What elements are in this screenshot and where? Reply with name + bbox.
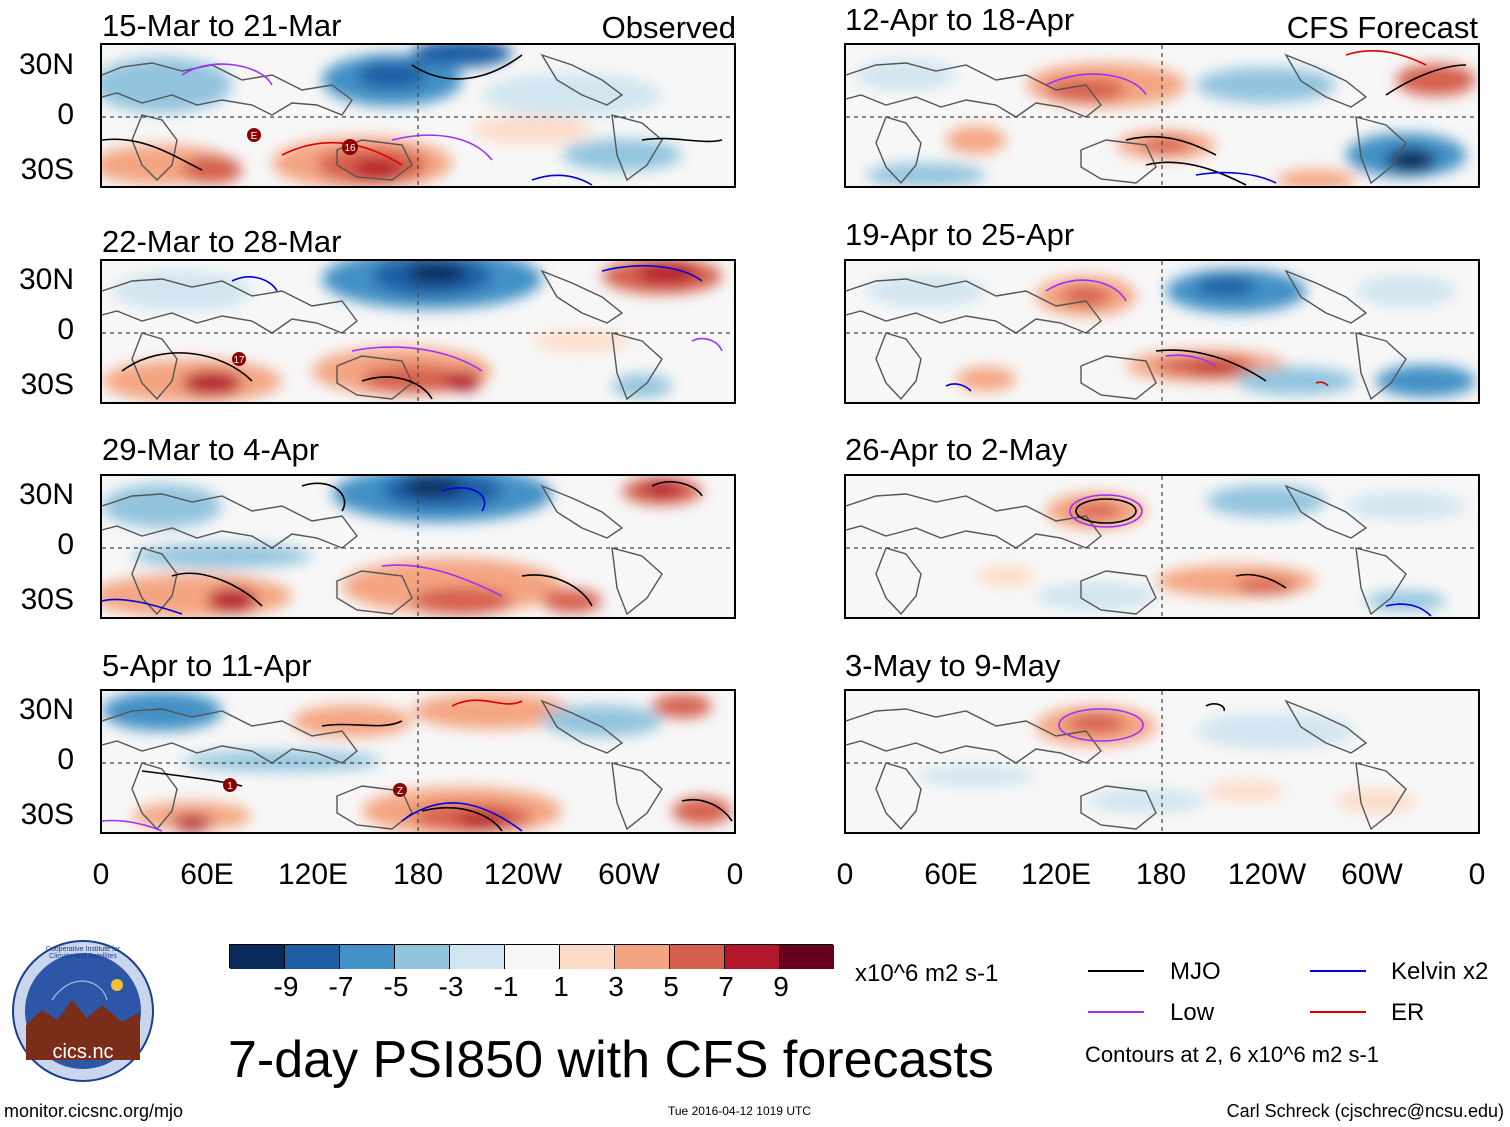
map-panel-obs-4: 1 Z <box>100 689 736 834</box>
svg-text:17: 17 <box>233 355 245 366</box>
panel-title-fcst-2: 19-Apr to 25-Apr <box>845 217 1075 252</box>
y-label-30n: 30N <box>18 478 74 511</box>
main-title: 7-day PSI850 with CFS forecasts <box>228 1031 994 1089</box>
map-panel-obs-1: E 16 <box>100 43 736 188</box>
svg-text:Z: Z <box>397 786 403 797</box>
colorbar-cell <box>505 945 560 969</box>
x-label-0: 0 <box>726 858 744 891</box>
x-label-180: 180 <box>1135 858 1187 891</box>
colorbar-tick: -7 <box>328 971 354 1002</box>
contours-note: Contours at 2, 6 x10^6 m2 s-1 <box>1085 1042 1380 1067</box>
y-label-30s: 30S <box>20 798 74 831</box>
colorbar-cell <box>780 945 834 969</box>
panel-title-obs-4: 5-Apr to 11-Apr <box>102 648 312 683</box>
y-label-30s: 30S <box>20 368 74 401</box>
map-panel-obs-3 <box>100 474 736 619</box>
map-panel-fcst-1 <box>844 43 1480 188</box>
panel-title-obs-3: 29-Mar to 4-Apr <box>102 432 320 467</box>
x-label-180: 180 <box>392 858 444 891</box>
colorbar: -9 -7 -5 -3 -1 1 3 5 7 9 <box>229 944 834 1004</box>
map-panel-obs-2: 17 <box>100 259 736 404</box>
colorbar-strip <box>229 944 834 969</box>
storm-marker: 16 <box>342 139 358 155</box>
x-label-120e: 120E <box>1020 858 1092 891</box>
colorbar-cell <box>670 945 725 969</box>
legend-label-er: ER <box>1391 999 1425 1026</box>
legend-line-kelvin <box>1310 970 1366 972</box>
svg-text:16: 16 <box>344 143 356 154</box>
storm-marker: 17 <box>232 352 246 366</box>
svg-text:E: E <box>251 131 258 142</box>
storm-marker: 1 <box>223 778 237 792</box>
colorbar-tick: -3 <box>438 971 464 1002</box>
y-label-eq: 0 <box>57 528 74 561</box>
colorbar-tick: 7 <box>718 971 734 1002</box>
forecast-label: CFS Forecast <box>1286 10 1478 45</box>
x-label-60e: 60E <box>180 858 234 891</box>
colorbar-tick: 5 <box>663 971 679 1002</box>
colorbar-cell <box>395 945 450 969</box>
timestamp: Tue 2016-04-12 1019 UTC <box>668 1104 811 1118</box>
y-label-eq: 0 <box>57 313 74 346</box>
website-link[interactable]: monitor.cicsnc.org/mjo <box>4 1101 184 1121</box>
legend-line-low <box>1088 1011 1144 1013</box>
legend-line-er <box>1310 1011 1366 1013</box>
colorbar-cell <box>450 945 505 969</box>
y-label-eq: 0 <box>57 743 74 776</box>
x-label-0: 0 <box>1468 858 1486 891</box>
author-credit: Carl Schreck (cjschrec@ncsu.edu) <box>1226 1101 1504 1121</box>
legend-label-low: Low <box>1170 999 1215 1026</box>
cics-logo: cics.nc Cooperative Institute for Climat… <box>12 940 154 1082</box>
legend-line-mjo <box>1088 970 1144 972</box>
storm-marker: Z <box>393 783 407 797</box>
logo-ring-text: Cooperative Institute for Climate and Sa… <box>45 946 121 961</box>
colorbar-tick: 1 <box>553 971 569 1002</box>
x-label-120w: 120W <box>1227 858 1307 891</box>
observed-label: Observed <box>601 10 736 45</box>
colorbar-cell <box>340 945 395 969</box>
colorbar-cell <box>230 945 285 969</box>
colorbar-tick: 3 <box>608 971 624 1002</box>
colorbar-tick: -1 <box>493 971 519 1002</box>
legend-label-kelvin: Kelvin x2 <box>1391 958 1489 985</box>
map-panel-fcst-2 <box>844 259 1480 404</box>
y-label-eq: 0 <box>57 98 74 131</box>
storm-marker: E <box>247 128 261 142</box>
y-label-30n: 30N <box>18 263 74 296</box>
x-label-60w: 60W <box>598 858 660 891</box>
map-panel-fcst-3 <box>844 474 1480 619</box>
y-label-30n: 30N <box>18 48 74 81</box>
colorbar-cell <box>615 945 670 969</box>
colorbar-tick: -9 <box>273 971 299 1002</box>
y-label-30n: 30N <box>18 693 74 726</box>
colorbar-units: x10^6 m2 s-1 <box>855 960 999 987</box>
colorbar-cell <box>285 945 340 969</box>
map-panel-fcst-4 <box>844 689 1480 834</box>
x-label-0: 0 <box>836 858 854 891</box>
y-label-30s: 30S <box>20 583 74 616</box>
colorbar-tick: 9 <box>773 971 789 1002</box>
panel-title-fcst-3: 26-Apr to 2-May <box>845 432 1068 467</box>
x-label-60e: 60E <box>924 858 978 891</box>
x-label-120e: 120E <box>277 858 349 891</box>
logo-text: cics.nc <box>52 1041 113 1063</box>
x-label-0: 0 <box>92 858 110 891</box>
panel-title-obs-1: 15-Mar to 21-Mar <box>102 8 342 43</box>
svg-text:1: 1 <box>227 781 233 792</box>
colorbar-cell <box>725 945 780 969</box>
colorbar-tick: -5 <box>383 971 409 1002</box>
panel-title-fcst-4: 3-May to 9-May <box>845 648 1061 683</box>
x-label-120w: 120W <box>483 858 563 891</box>
x-label-60w: 60W <box>1341 858 1403 891</box>
colorbar-cell <box>560 945 615 969</box>
panel-title-obs-2: 22-Mar to 28-Mar <box>102 224 342 259</box>
panel-title-fcst-1: 12-Apr to 18-Apr <box>845 2 1075 37</box>
legend-label-mjo: MJO <box>1170 958 1221 985</box>
y-label-30s: 30S <box>20 153 74 186</box>
